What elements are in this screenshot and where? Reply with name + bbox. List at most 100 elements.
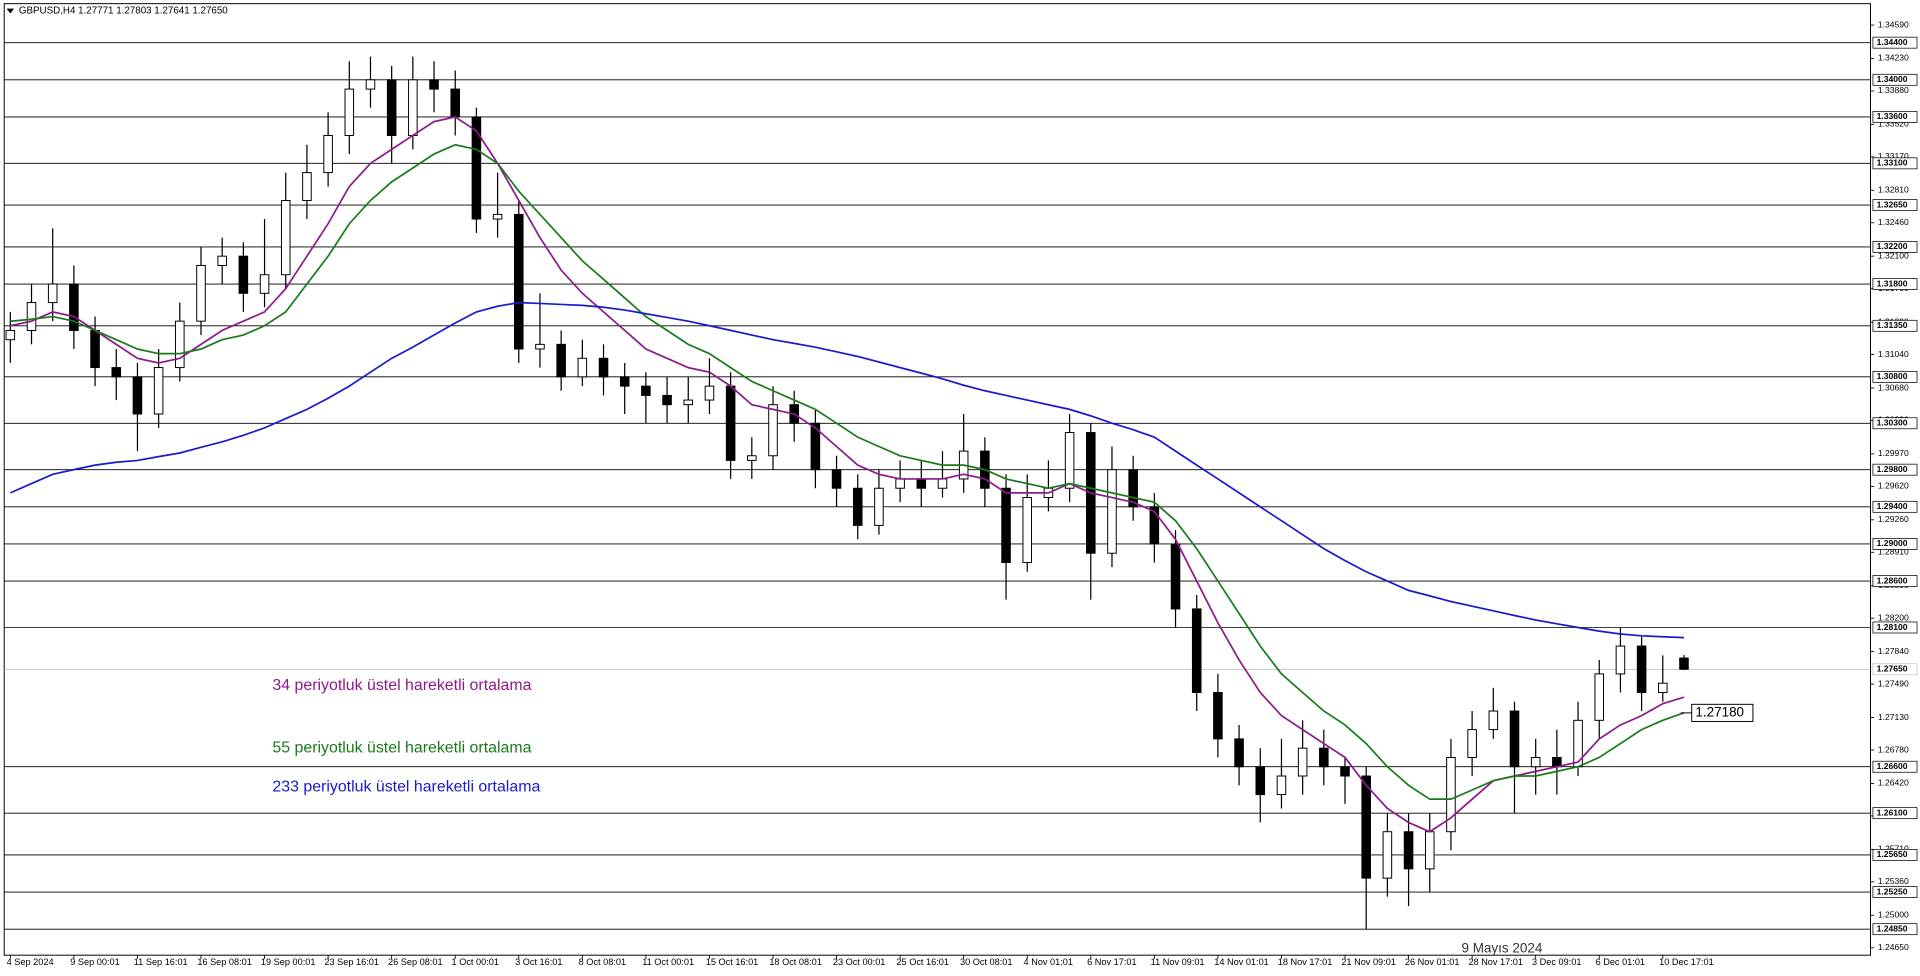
candle-body — [1658, 682, 1668, 693]
y-tick-label: 1.28200 — [1878, 612, 1909, 622]
level-label: 1.33100 — [1877, 158, 1908, 168]
level-label: 1.28600 — [1877, 575, 1908, 585]
level-label: 1.25250 — [1877, 886, 1908, 896]
candle-body — [895, 478, 905, 489]
current-price-label: 1.27650 — [1877, 664, 1908, 674]
level-label-box — [1872, 199, 1918, 211]
candle-body — [662, 394, 672, 406]
x-tick-label: 14 Nov 01:01 — [1214, 957, 1269, 967]
ema-line — [9, 301, 1685, 639]
series-label: 55 periyotluk üstel hareketli ortalama — [272, 739, 531, 756]
candle-body — [111, 367, 122, 378]
candle-body — [302, 172, 312, 201]
level-label: 1.34400 — [1877, 37, 1908, 47]
x-tick-label: 16 Sep 08:01 — [197, 957, 252, 967]
candle-body — [386, 79, 397, 136]
level-label-box — [1872, 73, 1918, 86]
y-tick-label: 1.28910 — [1878, 547, 1909, 557]
candle-body — [725, 385, 736, 461]
y-tick-label: 1.31040 — [1878, 349, 1909, 359]
x-tick-label: 18 Oct 08:01 — [769, 957, 822, 967]
candle-body — [874, 487, 884, 526]
ema-line — [10, 116, 1685, 833]
level-label-box — [1872, 500, 1918, 513]
candle-body — [1594, 673, 1605, 721]
candle-body — [1488, 710, 1499, 731]
x-tick-label: 1 Oct 00:01 — [452, 957, 499, 967]
series-label: 233 periyotluk üstel hareketli ortalama — [272, 779, 540, 796]
x-tick-label: 30 Oct 08:01 — [960, 957, 1013, 967]
candle-body — [514, 213, 524, 350]
x-tick-label: 19 Sep 00:01 — [261, 957, 316, 967]
candle-body — [1234, 738, 1244, 768]
level-label: 1.29000 — [1877, 538, 1908, 548]
candle-body — [132, 376, 143, 415]
price-label: 1.27180 — [1695, 704, 1744, 719]
level-label-box — [1872, 886, 1918, 898]
menu-arrow[interactable] — [6, 8, 15, 14]
candle-body — [1340, 766, 1350, 777]
y-tick-label: 1.27490 — [1878, 678, 1909, 688]
candle-body — [1128, 469, 1138, 508]
candle-body — [598, 357, 609, 378]
y-tick-label: 1.29620 — [1878, 481, 1909, 491]
x-tick-label: 11 Sep 16:01 — [134, 957, 188, 967]
level-label-box — [1872, 417, 1918, 430]
level-label: 1.34000 — [1877, 74, 1908, 84]
y-tick-label: 1.25000 — [1878, 910, 1909, 920]
y-tick-label: 1.34230 — [1878, 53, 1909, 63]
level-label-box — [1872, 278, 1918, 290]
level-label-box — [1872, 370, 1918, 383]
x-tick-label: 6 Nov 17:01 — [1087, 957, 1136, 967]
candle-body — [280, 199, 291, 276]
x-tick-label: 3 Oct 16:01 — [515, 957, 562, 967]
level-label: 1.30300 — [1877, 418, 1908, 428]
y-tick-label: 1.33880 — [1878, 85, 1909, 95]
y-tick-label: 1.26780 — [1878, 744, 1909, 754]
level-label-box — [1872, 157, 1918, 170]
candle-body — [556, 343, 566, 378]
candle-body — [831, 469, 842, 489]
x-tick-label: 4 Sep 2024 — [7, 957, 54, 967]
candle-body — [1636, 645, 1647, 693]
level-label-box — [1872, 463, 1918, 476]
y-tick-label: 1.33520 — [1878, 119, 1909, 129]
x-tick-label: 11 Oct 00:01 — [642, 957, 694, 967]
candle-body — [492, 213, 503, 220]
candle-body — [259, 274, 270, 294]
x-tick-label: 15 Oct 16:01 — [706, 957, 759, 967]
candle-body — [153, 367, 164, 415]
candle-body — [196, 264, 206, 322]
y-tick-label: 1.32100 — [1878, 250, 1909, 260]
y-tick-label: 1.27840 — [1878, 646, 1909, 656]
candle-body — [1255, 766, 1266, 796]
x-tick-label: 18 Nov 17:01 — [1278, 957, 1333, 967]
candle-body — [1001, 487, 1011, 564]
candle-body — [1319, 747, 1329, 768]
candle-body — [937, 478, 948, 489]
candle-body — [619, 376, 630, 387]
candle-body — [238, 255, 249, 294]
candle-body — [471, 116, 482, 220]
level-label-box — [1872, 849, 1918, 861]
y-tick-label: 1.26420 — [1878, 778, 1909, 788]
level-label: 1.30800 — [1877, 371, 1908, 381]
candle-body — [1276, 775, 1287, 796]
level-label-box — [1872, 111, 1918, 123]
x-tick-label: 6 Dec 01:01 — [1596, 957, 1645, 967]
level-label: 1.31350 — [1877, 320, 1908, 330]
level-label: 1.29800 — [1877, 464, 1908, 474]
level-label: 1.28100 — [1877, 622, 1908, 632]
candle-body — [69, 283, 79, 331]
y-tick-label: 1.29970 — [1878, 448, 1909, 458]
level-label-box — [1872, 923, 1918, 936]
level-label: 1.31800 — [1877, 278, 1908, 288]
x-tick-label: 4 Nov 01:01 — [1024, 957, 1073, 967]
x-tick-label: 8 Oct 08:01 — [579, 957, 626, 967]
candle-body — [1424, 831, 1435, 870]
candle-body — [916, 478, 927, 489]
candle-body — [175, 320, 185, 369]
candle-body — [1361, 775, 1371, 879]
